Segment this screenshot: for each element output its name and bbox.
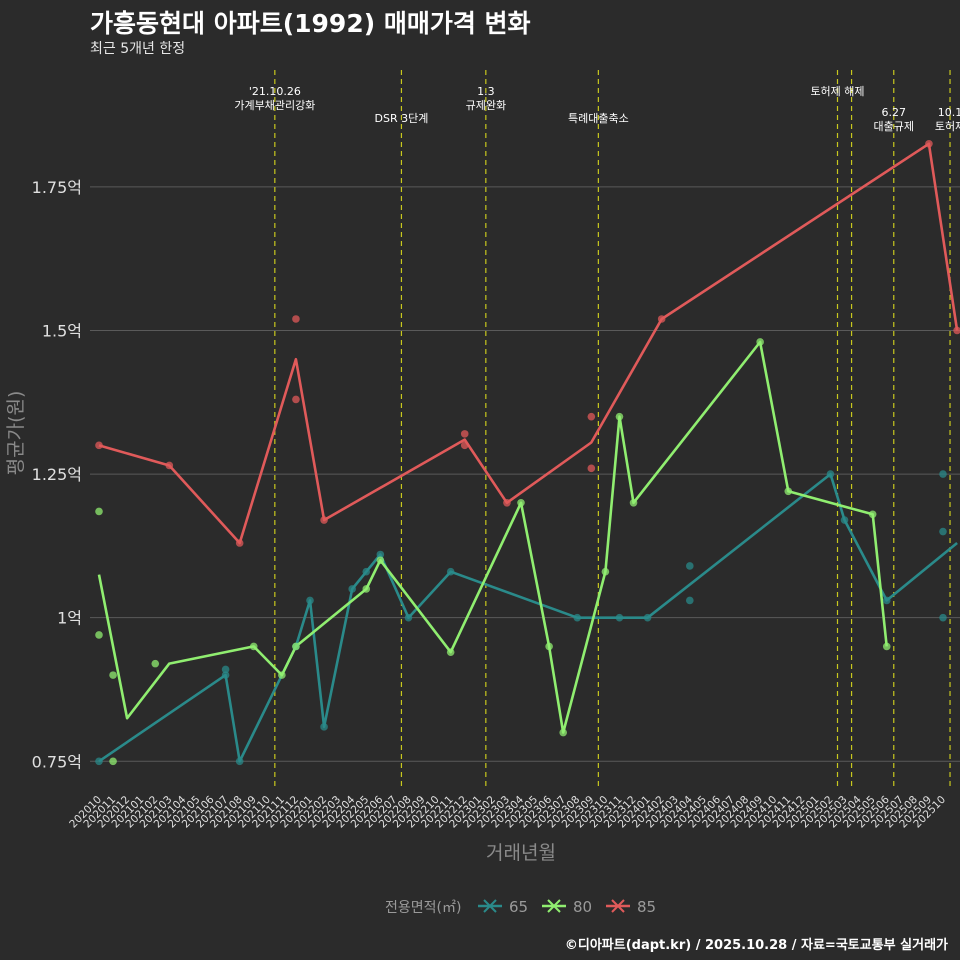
legend-title: 전용면적(㎡) — [385, 900, 461, 916]
legend-swatch-80 — [547, 899, 561, 913]
data-points — [95, 140, 960, 766]
data-point-65 — [826, 470, 835, 478]
legend-item-85: 85 — [606, 898, 656, 916]
policy-annotation: '21.10.26 — [249, 85, 301, 98]
data-point-80 — [95, 507, 103, 516]
data-point-80 — [868, 510, 877, 519]
x-axis: 2020102020112020122021012021022021032021… — [67, 793, 948, 830]
y-tick-label: 0.75억 — [32, 752, 82, 771]
data-point-85 — [587, 464, 596, 473]
data-point-85 — [460, 430, 469, 438]
data-point-80 — [249, 642, 258, 651]
legend-label-85: 85 — [637, 898, 656, 916]
data-point-80 — [517, 499, 525, 507]
data-point-65 — [939, 470, 947, 478]
grid-lines — [90, 186, 960, 762]
policy-annotation: 규제완화 — [466, 99, 506, 112]
data-point-85 — [925, 140, 933, 148]
y-axis: 0.75억 1억 1.25억 1.5억 1.75억 — [32, 178, 82, 771]
data-point-80 — [376, 556, 385, 565]
data-point-80 — [95, 631, 103, 639]
data-point-65 — [939, 527, 947, 536]
data-point-80 — [559, 728, 567, 737]
x-axis-label: 거래년월 — [486, 842, 556, 864]
series-line-80 — [97, 340, 888, 734]
data-point-85 — [320, 516, 328, 524]
policy-event-lines — [274, 70, 951, 790]
data-point-65 — [882, 596, 891, 605]
legend-swatch-85 — [611, 899, 625, 913]
y-tick-label: 1.25억 — [32, 465, 82, 484]
policy-annotation: 1.3 — [477, 85, 495, 98]
chart-subtitle: 최근 5개년 한정 — [90, 41, 186, 57]
y-tick-label: 1억 — [57, 609, 82, 628]
data-point-65 — [348, 585, 357, 593]
policy-annotation: 10.1 — [938, 106, 960, 119]
legend-item-65: 65 — [478, 898, 528, 916]
y-tick-label: 1.5억 — [42, 321, 82, 340]
data-point-65 — [573, 613, 582, 622]
data-point-85 — [95, 441, 103, 450]
policy-annotation: 특례대출축소 — [568, 112, 629, 125]
data-point-65 — [95, 757, 103, 766]
data-point-80 — [601, 567, 610, 576]
data-point-85 — [953, 326, 960, 335]
data-point-65 — [320, 723, 328, 731]
chart-title: 가흥동현대 아파트(1992) 매매가격 변화 — [90, 9, 531, 38]
legend: 전용면적(㎡) 65 80 85 — [385, 898, 656, 916]
data-point-65 — [221, 665, 230, 674]
data-point-65 — [686, 562, 694, 570]
data-point-65 — [221, 671, 230, 679]
data-point-65 — [362, 567, 371, 576]
data-point-85 — [165, 461, 174, 470]
data-point-80 — [109, 671, 117, 679]
data-point-80 — [292, 642, 300, 651]
data-point-80 — [278, 671, 286, 679]
data-point-65 — [446, 567, 455, 576]
data-point-85 — [292, 395, 300, 404]
legend-swatch-65 — [483, 899, 497, 913]
data-point-65 — [235, 757, 244, 766]
data-point-65 — [686, 596, 694, 605]
policy-annotation: 가계부채관리강화 — [234, 99, 315, 112]
y-tick-label: 1.75억 — [32, 178, 82, 197]
policy-annotation: 토허제 해제 — [810, 84, 864, 98]
legend-label-65: 65 — [509, 898, 528, 916]
legend-item-80: 80 — [542, 898, 592, 916]
data-point-85 — [503, 499, 511, 507]
data-point-80 — [629, 499, 638, 507]
data-point-85 — [235, 539, 244, 547]
data-point-65 — [615, 613, 624, 622]
data-point-65 — [840, 516, 849, 524]
data-point-85 — [292, 315, 300, 323]
data-point-80 — [151, 659, 160, 668]
data-point-65 — [404, 613, 413, 622]
series-line-85 — [98, 142, 959, 545]
data-point-65 — [939, 613, 947, 622]
y-axis-label: 평균가(원) — [5, 391, 27, 476]
data-point-80 — [615, 412, 624, 421]
data-point-80 — [362, 585, 371, 593]
policy-annotation: 6.27 — [882, 106, 907, 119]
legend-label-80: 80 — [573, 898, 592, 916]
data-point-80 — [109, 757, 117, 766]
data-point-80 — [882, 642, 891, 651]
policy-annotation: 대출규제 — [874, 120, 914, 133]
data-point-65 — [643, 613, 652, 622]
source-caption: ©디아파트(dapt.kr) / 2025.10.28 / 자료=국토교통부 실… — [564, 938, 948, 953]
data-point-85 — [657, 315, 666, 323]
policy-annotation: 토허제 — [935, 120, 960, 133]
data-point-80 — [756, 338, 764, 346]
data-point-65 — [376, 550, 385, 559]
data-point-80 — [446, 648, 455, 656]
data-point-80 — [545, 642, 553, 651]
policy-annotation: DSR 3단계 — [375, 112, 429, 125]
data-point-85 — [460, 441, 469, 450]
data-point-80 — [784, 487, 793, 496]
data-point-85 — [587, 412, 596, 421]
data-point-65 — [306, 596, 314, 605]
